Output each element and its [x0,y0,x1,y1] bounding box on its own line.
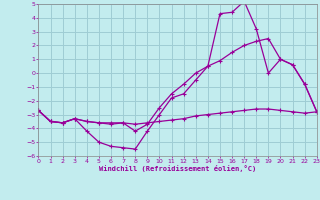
X-axis label: Windchill (Refroidissement éolien,°C): Windchill (Refroidissement éolien,°C) [99,165,256,172]
